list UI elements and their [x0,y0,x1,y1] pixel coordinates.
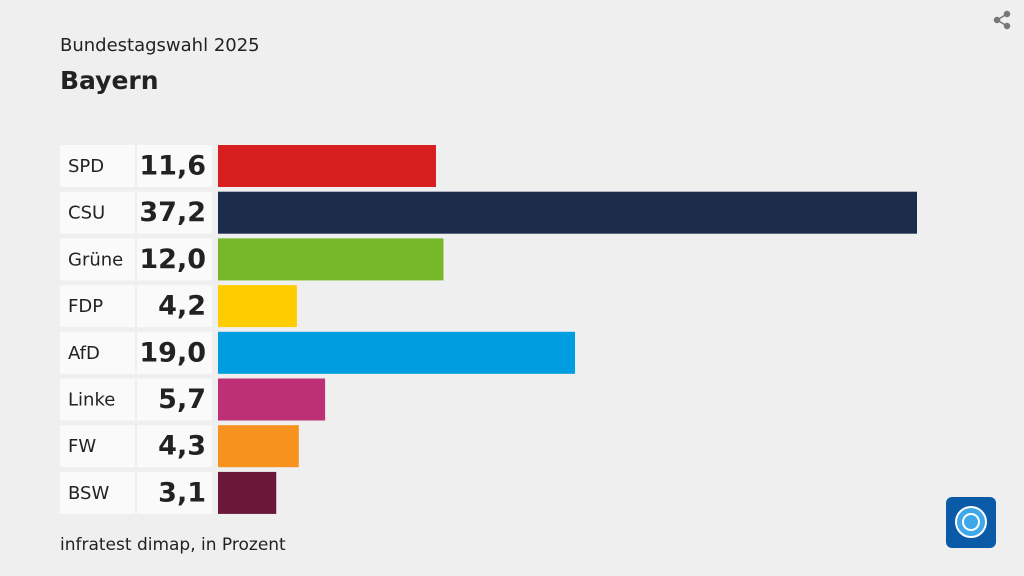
category-label: AfD [68,343,100,364]
label-box [60,425,135,468]
value-box [137,191,212,234]
bar [218,425,299,468]
bar [218,238,444,281]
label-box [60,471,135,514]
label-box [60,285,135,328]
bar [218,145,436,187]
share-button[interactable] [993,10,1011,30]
bar [218,471,277,514]
bar [218,378,326,421]
bar [218,331,576,374]
value-box [137,425,212,468]
category-label: FW [68,436,96,457]
source-note: infratest dimap, in Prozent [60,535,286,555]
value-label: 37,2 [139,197,206,228]
label-box [60,378,135,421]
value-box [137,285,212,328]
value-label: 3,1 [158,477,206,508]
value-box [137,145,212,187]
value-label: 4,2 [158,291,206,322]
value-box [137,471,212,514]
value-label: 4,3 [158,431,206,462]
bar [218,191,917,234]
category-label: CSU [68,203,105,224]
category-label: Linke [68,390,115,411]
chart-subtitle: Bundestagswahl 2025 [60,35,260,56]
category-label: FDP [68,296,103,317]
label-box [60,145,135,187]
logo [946,497,996,548]
label-box [60,331,135,374]
value-label: 19,0 [139,337,206,368]
category-label: BSW [68,483,109,504]
value-label: 5,7 [158,384,206,415]
value-box [137,331,212,374]
value-box [137,378,212,421]
category-label: Grüne [68,249,123,270]
value-label: 12,0 [139,244,206,275]
label-box [60,238,135,281]
chart-title: Bayern [60,66,159,95]
value-box [137,238,212,281]
value-label: 11,6 [139,151,206,182]
label-box [60,191,135,234]
category-label: SPD [68,156,104,177]
bar [218,285,297,328]
